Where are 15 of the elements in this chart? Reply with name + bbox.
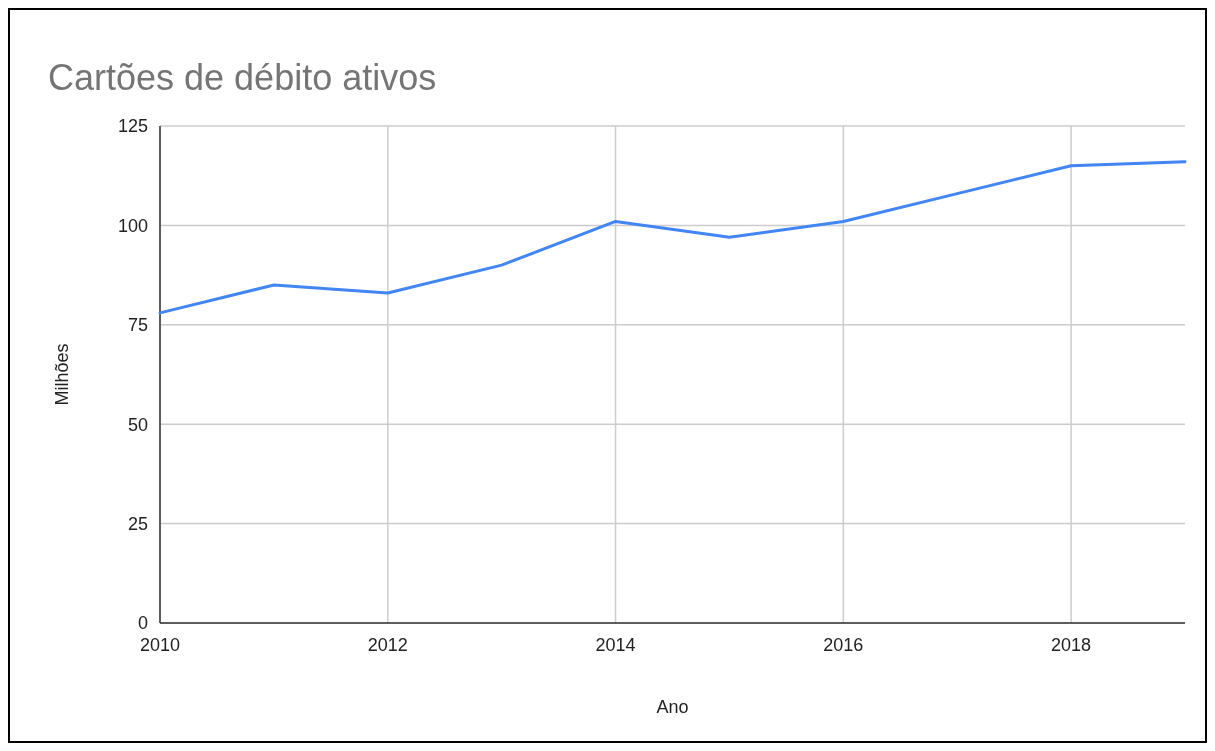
y-tick-label: 75 (127, 315, 148, 336)
x-tick-label: 2016 (823, 635, 864, 655)
y-tick-label: 0 (137, 613, 148, 634)
x-tick-label: 2010 (139, 635, 181, 655)
x-axis-title: Ano (656, 697, 689, 717)
x-tick-label: 2012 (367, 635, 408, 655)
y-tick-label: 100 (117, 215, 148, 236)
line-series (158, 160, 1187, 315)
y-tick-label: 25 (127, 513, 148, 534)
chart-title: Cartões de débito ativos (48, 57, 437, 98)
y-axis-title: Milhões (52, 343, 72, 406)
x-tick-label: 2018 (1051, 635, 1092, 655)
y-tick-label: 125 (117, 116, 148, 137)
x-tick-label: 2014 (595, 635, 636, 655)
y-tick-label: 50 (127, 414, 148, 435)
